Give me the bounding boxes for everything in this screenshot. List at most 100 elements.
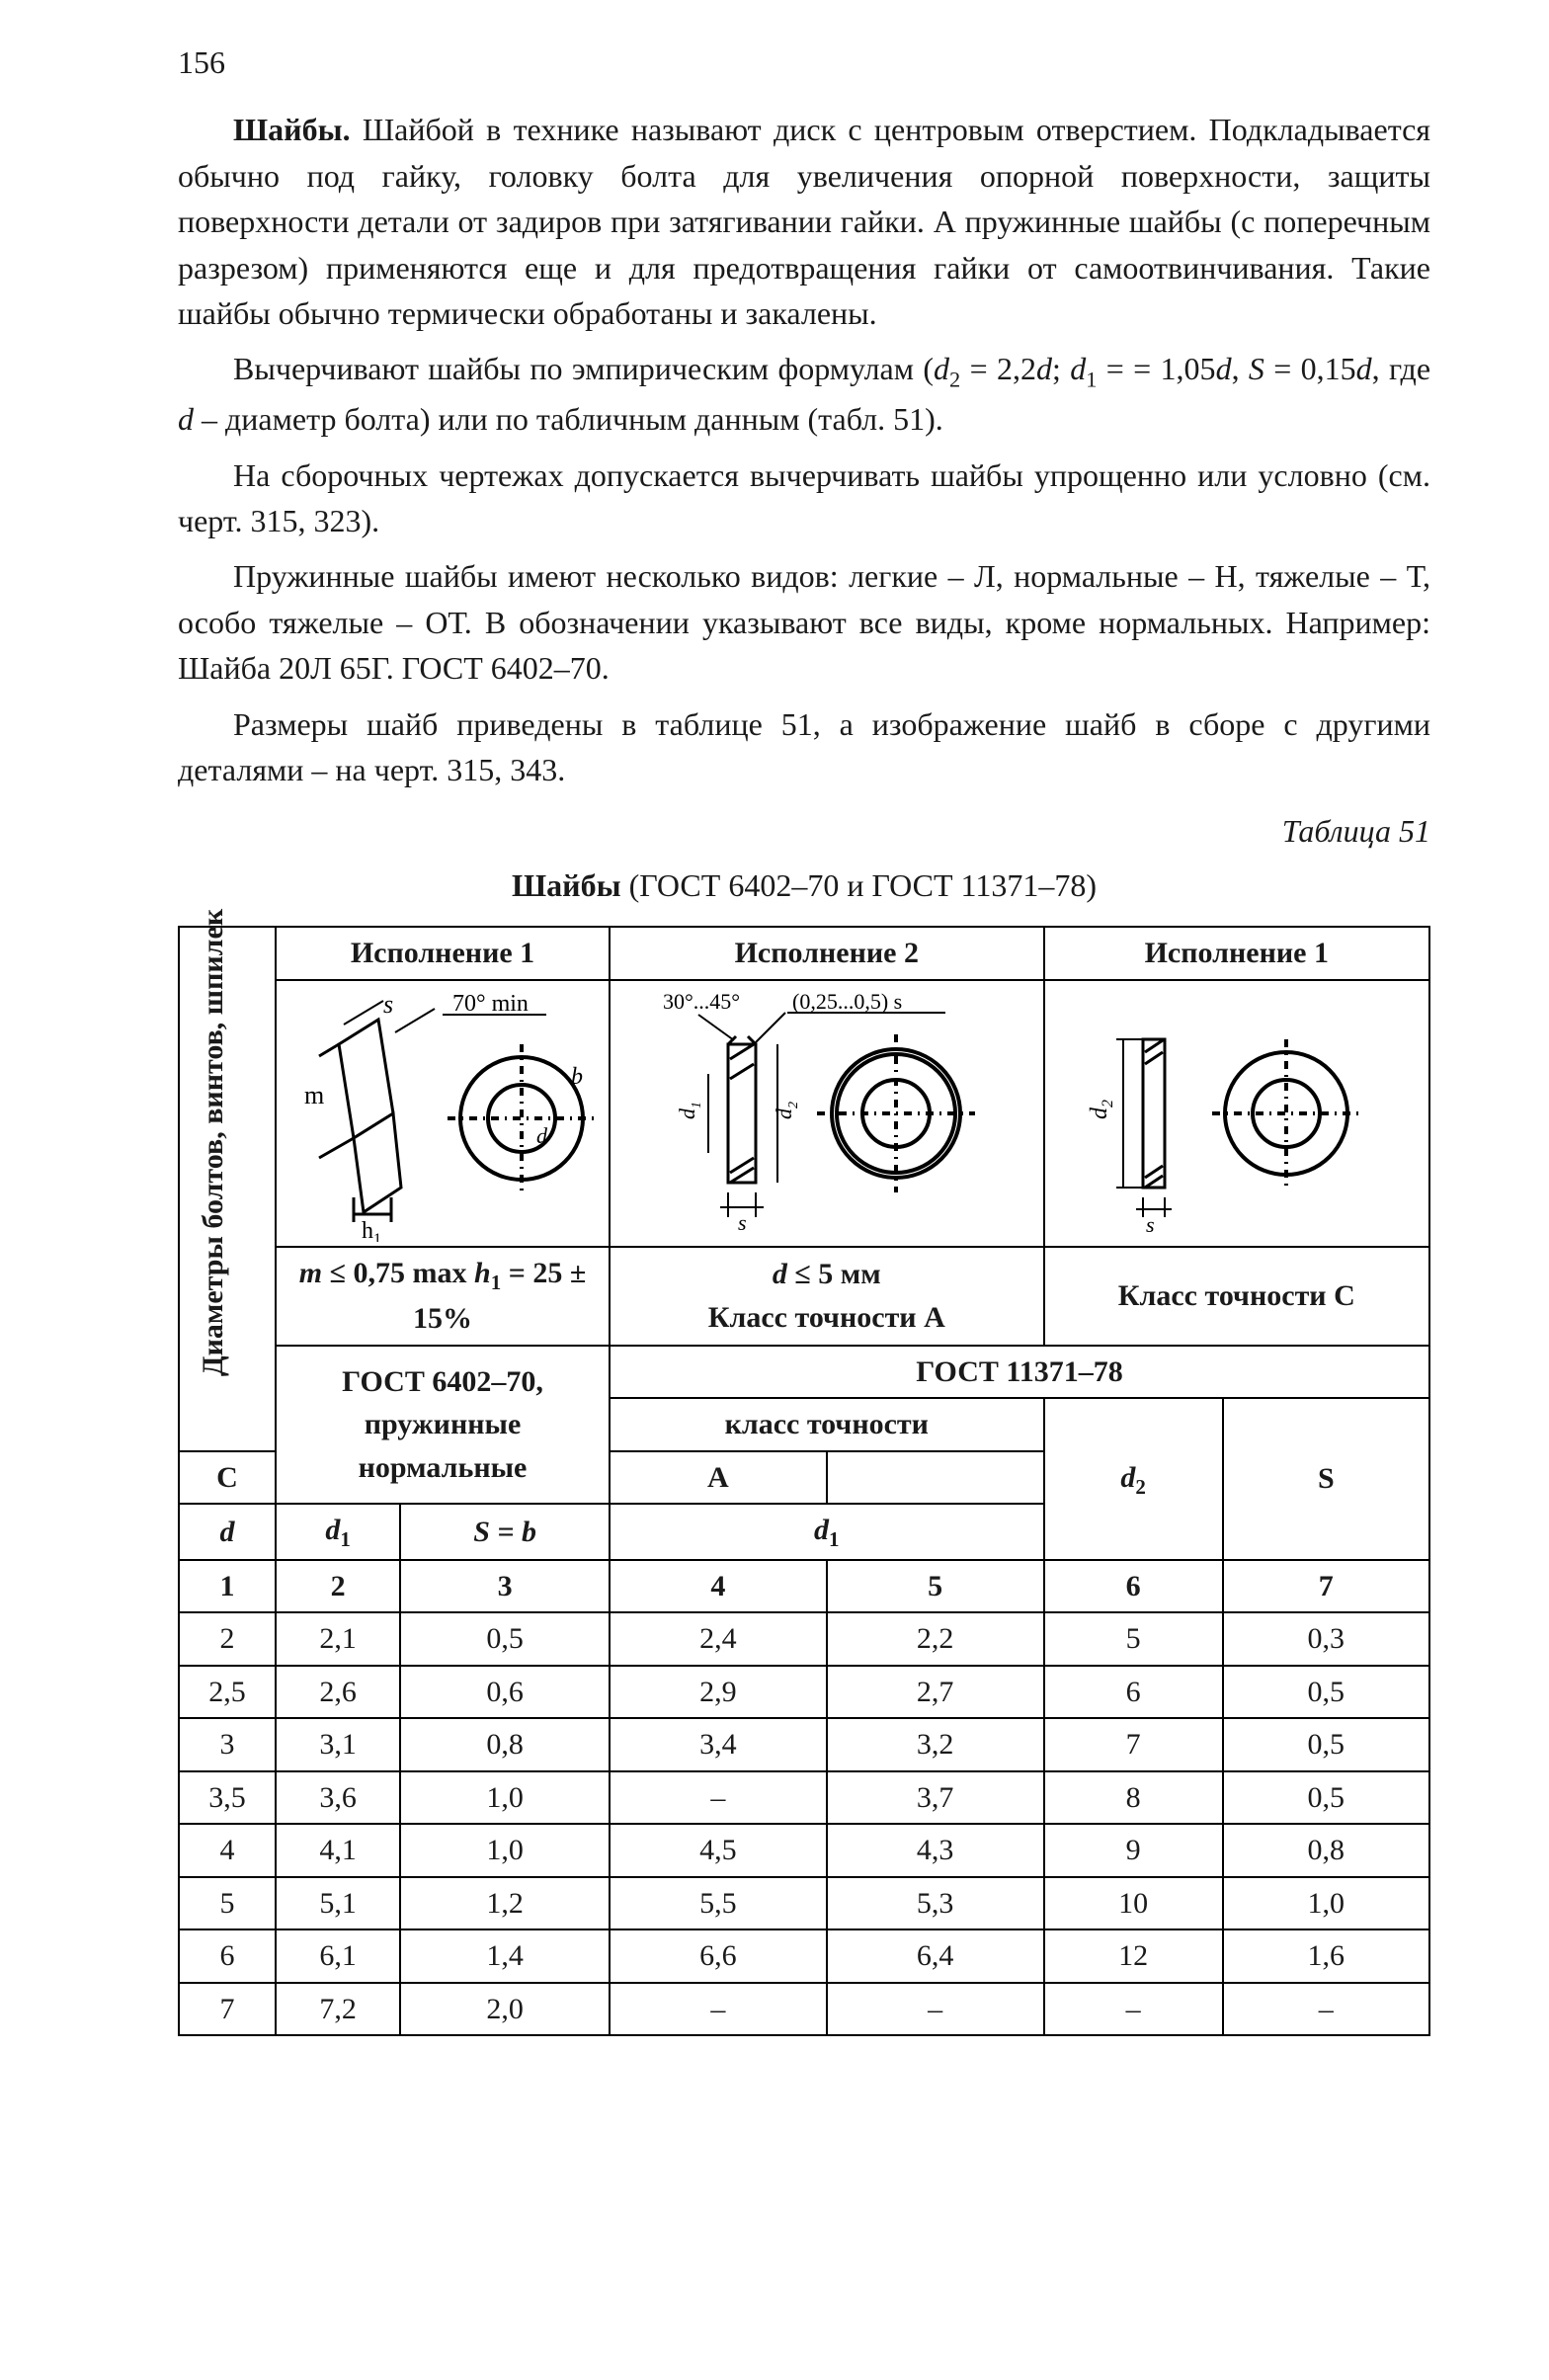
cell-d2: 10 xyxy=(1044,1877,1223,1930)
p2-d2: d xyxy=(934,351,949,386)
diag1-m: m xyxy=(304,1081,324,1109)
cell-d1: 4,1 xyxy=(276,1824,400,1877)
p2-eq3: = 0,15 xyxy=(1264,351,1356,386)
hdr-d: d xyxy=(179,1504,276,1559)
p2-comma: , xyxy=(1232,351,1249,386)
p2-where: , где xyxy=(1372,351,1430,386)
p2-d1sub: 1 xyxy=(1086,368,1097,392)
table-title-bold: Шайбы xyxy=(512,867,621,903)
gost2: ГОСТ 11371–78 xyxy=(610,1346,1429,1399)
cell-c: – xyxy=(610,1983,827,2036)
cell-sb: 0,5 xyxy=(400,1612,610,1666)
cell-sb: 0,6 xyxy=(400,1666,610,1719)
diag1-b: b xyxy=(571,1064,583,1090)
diag2-d2: d2 xyxy=(772,1102,801,1119)
cell-d1: 7,2 xyxy=(276,1983,400,2036)
cell-a: – xyxy=(827,1983,1044,2036)
cell-d1: 3,6 xyxy=(276,1771,400,1825)
cn5: 5 xyxy=(827,1560,1044,1613)
p2-di2: d xyxy=(1216,351,1232,386)
cn2: 2 xyxy=(276,1560,400,1613)
cell-d: 5 xyxy=(179,1877,276,1930)
cell-d: 7 xyxy=(179,1983,276,2036)
hdr-d2: d2 xyxy=(1044,1398,1223,1559)
table-title-rest: (ГОСТ 6402–70 и ГОСТ 11371–78) xyxy=(621,867,1097,903)
table-row: 44,11,04,54,390,8 xyxy=(179,1824,1429,1877)
cn6: 6 xyxy=(1044,1560,1223,1613)
cell-c: 4,5 xyxy=(610,1824,827,1877)
cell-d2: 9 xyxy=(1044,1824,1223,1877)
p2-a: Вычерчивают шайбы по эмпирическим формул… xyxy=(233,351,934,386)
hdr-d2-sub: 2 xyxy=(1135,1475,1146,1499)
p2-eq1: = 2,2 xyxy=(960,351,1036,386)
cap1-hsub: 1 xyxy=(491,1271,502,1294)
cell-d2: 8 xyxy=(1044,1771,1223,1825)
cell-c: 3,4 xyxy=(610,1718,827,1771)
cell-a: 3,7 xyxy=(827,1771,1044,1825)
cn3: 3 xyxy=(400,1560,610,1613)
paragraph-4: Пружинные шайбы имеют несколько видов: л… xyxy=(178,553,1430,691)
cap1-m: m xyxy=(299,1257,322,1289)
cap1-h: h xyxy=(474,1257,491,1289)
diagram-3: d2 s xyxy=(1089,985,1385,1242)
p2-eq2: = = 1,05 xyxy=(1097,351,1215,386)
table-row: 22,10,52,42,250,3 xyxy=(179,1612,1429,1666)
cell-sb: 2,0 xyxy=(400,1983,610,2036)
hdr-s: S xyxy=(1223,1398,1429,1559)
hdr-d1: d1 xyxy=(276,1504,400,1559)
diag1-70min: 70° min xyxy=(452,991,529,1017)
cell-s: 0,5 xyxy=(1223,1771,1429,1825)
cell-s: 0,3 xyxy=(1223,1612,1429,1666)
cell-s: 0,5 xyxy=(1223,1666,1429,1719)
data-rows: 22,10,52,42,250,32,52,60,62,92,760,533,1… xyxy=(179,1612,1429,2035)
table-row: 66,11,46,66,4121,6 xyxy=(179,1929,1429,1983)
table-row: 77,22,0–––– xyxy=(179,1983,1429,2036)
page: 156 Шайбы. Шайбой в технике называют дис… xyxy=(0,0,1549,2095)
cell-d1: 5,1 xyxy=(276,1877,400,1930)
table-row: 33,10,83,43,270,5 xyxy=(179,1718,1429,1771)
cn1: 1 xyxy=(179,1560,276,1613)
cell-a: 2,7 xyxy=(827,1666,1044,1719)
cap3: Класс точности C xyxy=(1044,1247,1429,1346)
cell-d: 3 xyxy=(179,1718,276,1771)
diag1-h1: h1 xyxy=(362,1218,381,1242)
cell-s: – xyxy=(1223,1983,1429,2036)
cell-d: 2,5 xyxy=(179,1666,276,1719)
cell-d2: 6 xyxy=(1044,1666,1223,1719)
cell-a: 3,2 xyxy=(827,1718,1044,1771)
hdr-d2-d: d xyxy=(1120,1461,1135,1494)
cap1-mid: ≤ 0,75 max xyxy=(322,1257,474,1289)
hdr-d1-d: d xyxy=(325,1514,340,1546)
diag2-d1: d1 xyxy=(675,1102,704,1119)
cell-a: 4,3 xyxy=(827,1824,1044,1877)
cap2-d: d xyxy=(773,1258,787,1290)
table-title: Шайбы (ГОСТ 6402–70 и ГОСТ 11371–78) xyxy=(178,862,1430,908)
cell-d: 2 xyxy=(179,1612,276,1666)
cell-sb: 0,8 xyxy=(400,1718,610,1771)
p1-rest: Шайбой в технике называют диск с центров… xyxy=(178,112,1430,331)
cell-d1: 3,1 xyxy=(276,1718,400,1771)
p2-d1: d xyxy=(1070,351,1086,386)
cell-c: 6,6 xyxy=(610,1929,827,1983)
p2-S: S xyxy=(1249,351,1264,386)
diagram-1-cell: s 70° min m h1 b d xyxy=(276,980,610,1247)
cap2-rest: ≤ 5 мм xyxy=(787,1258,881,1290)
exec1-header: Исполнение 1 xyxy=(276,927,610,980)
cell-c: 5,5 xyxy=(610,1877,827,1930)
diag1-s: s xyxy=(383,990,393,1019)
p1-lead: Шайбы. xyxy=(233,112,351,147)
cell-sb: 1,0 xyxy=(400,1824,610,1877)
cn4: 4 xyxy=(610,1560,827,1613)
gost1: ГОСТ 6402–70, пружинные нормальные xyxy=(276,1346,610,1505)
exec1b-header: Исполнение 1 xyxy=(1044,927,1429,980)
cell-c: 2,9 xyxy=(610,1666,827,1719)
table-row: 55,11,25,55,3101,0 xyxy=(179,1877,1429,1930)
diagram-1: s 70° min m h1 b d xyxy=(285,985,601,1242)
table-row: 3,53,61,0–3,780,5 xyxy=(179,1771,1429,1825)
side-header-text: Диаметры болтов, винтов, шпилек xyxy=(188,991,239,1386)
table-label: Таблица 51 xyxy=(178,808,1430,854)
diagram-2-cell: 30°...45° (0,25...0,5) s s d1 d2 xyxy=(610,980,1044,1247)
cap1: m ≤ 0,75 max h1 = 25 ± 15% xyxy=(276,1247,610,1346)
diag2-ang: 30°...45° xyxy=(663,989,740,1014)
cell-s: 1,0 xyxy=(1223,1877,1429,1930)
